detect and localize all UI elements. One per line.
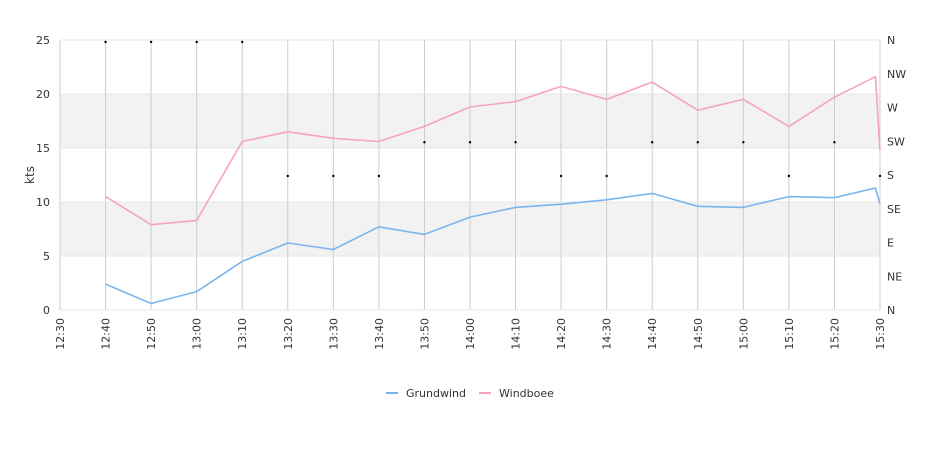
y-grid-lines — [60, 39, 880, 311]
direction-marker — [651, 141, 654, 144]
y2-axis-direction-ticks: N NE E SE S SW W NW N — [887, 34, 906, 317]
y-axis-ticks: 0 5 10 15 20 25 — [36, 34, 50, 317]
direction-marker — [195, 40, 198, 44]
direction-marker — [696, 141, 699, 144]
direction-marker — [878, 174, 882, 178]
x-tick-label: 15:00 — [737, 318, 750, 350]
y2-tick-label: SE — [887, 203, 901, 216]
direction-markers — [104, 40, 882, 178]
series-line-windboee — [105, 75, 881, 226]
x-tick-label: 12:40 — [100, 318, 113, 350]
y-tick-label: 25 — [36, 34, 50, 47]
legend-item-windboee[interactable]: Windboee — [479, 387, 554, 400]
direction-marker — [833, 141, 836, 144]
direction-marker — [377, 174, 381, 178]
x-tick-label: 13:10 — [236, 318, 249, 350]
direction-marker — [423, 141, 426, 144]
legend-label-grundwind: Grundwind — [406, 387, 466, 400]
legend[interactable]: Grundwind Windboee — [386, 387, 554, 400]
y2-tick-label: N — [887, 304, 895, 317]
series-line-grundwind — [105, 187, 881, 305]
x-tick-label: 14:00 — [464, 318, 477, 350]
y-tick-label: 0 — [43, 304, 50, 317]
x-tick-label: 14:30 — [601, 318, 614, 350]
y2-tick-label: E — [887, 237, 894, 250]
direction-marker — [742, 141, 745, 144]
y-tick-label: 15 — [36, 142, 50, 155]
direction-marker — [286, 174, 289, 178]
x-grid-lines — [59, 40, 881, 310]
direction-marker — [241, 40, 244, 44]
x-tick-label: 14:20 — [555, 318, 568, 350]
direction-marker — [514, 141, 517, 144]
x-tick-label: 14:40 — [646, 318, 659, 350]
legend-item-grundwind[interactable]: Grundwind — [386, 387, 466, 400]
direction-marker — [104, 40, 107, 44]
y2-tick-label: NW — [887, 68, 906, 81]
x-tick-label: 13:20 — [282, 318, 295, 350]
series-lines — [105, 75, 881, 305]
x-tick-label: 15:10 — [783, 318, 796, 350]
y2-tick-label: NE — [887, 270, 902, 283]
y-tick-label: 10 — [36, 196, 50, 209]
y-tick-label: 20 — [36, 88, 50, 101]
x-tick-label: 12:50 — [145, 318, 158, 350]
direction-marker — [332, 174, 335, 178]
x-tick-label: 13:30 — [327, 318, 340, 350]
x-tick-label: 13:00 — [191, 318, 204, 350]
x-axis-ticks: 12:30 12:40 12:50 13:00 13:10 13:20 13:30 13:40… — [54, 318, 887, 350]
x-tick-label: 13:40 — [373, 318, 386, 350]
y2-tick-label: S — [887, 169, 894, 182]
y2-tick-label: SW — [887, 135, 905, 148]
y2-tick-label: W — [887, 102, 898, 115]
direction-marker — [468, 141, 472, 144]
direction-marker — [559, 174, 563, 178]
legend-label-windboee: Windboee — [499, 387, 554, 400]
x-tick-label: 12:30 — [54, 318, 67, 350]
x-tick-label: 14:50 — [692, 318, 705, 350]
direction-marker — [605, 174, 608, 178]
y-tick-label: 5 — [43, 250, 50, 263]
direction-marker — [787, 174, 791, 178]
y-axis-label: kts — [23, 166, 37, 184]
x-tick-label: 14:10 — [510, 318, 523, 350]
y2-tick-label: N — [887, 34, 895, 47]
x-tick-label: 15:20 — [828, 318, 841, 350]
x-tick-label: 13:50 — [418, 318, 431, 350]
direction-marker — [149, 40, 153, 44]
x-tick-label: 15:30 — [874, 318, 887, 350]
